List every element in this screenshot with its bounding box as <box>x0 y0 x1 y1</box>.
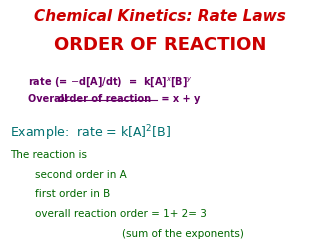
Text: order of reaction: order of reaction <box>58 94 151 104</box>
Text: Overall: Overall <box>28 94 71 104</box>
Text: Chemical Kinetics: Rate Laws: Chemical Kinetics: Rate Laws <box>34 9 286 24</box>
Text: Example:  rate = k[A]$^2$[B]: Example: rate = k[A]$^2$[B] <box>10 124 171 143</box>
Text: first order in B: first order in B <box>35 189 110 199</box>
Text: (sum of the exponents): (sum of the exponents) <box>122 228 244 239</box>
Text: overall reaction order = 1+ 2= 3: overall reaction order = 1+ 2= 3 <box>35 209 206 219</box>
Text: = x + y: = x + y <box>158 94 201 104</box>
Text: rate (= $-$d[A]/dt)  =  k[A]$^x$[B]$^y$: rate (= $-$d[A]/dt) = k[A]$^x$[B]$^y$ <box>28 75 193 89</box>
Text: The reaction is: The reaction is <box>10 150 87 160</box>
Text: second order in A: second order in A <box>35 170 126 180</box>
Text: ORDER OF REACTION: ORDER OF REACTION <box>54 36 266 54</box>
